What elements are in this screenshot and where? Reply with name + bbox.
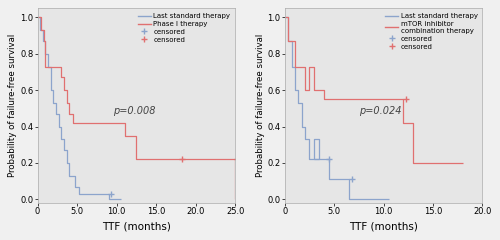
- Y-axis label: Probability of failure-free survival: Probability of failure-free survival: [256, 34, 264, 177]
- Legend: Last standard therapy, Phase I therapy, censored, censored: Last standard therapy, Phase I therapy, …: [136, 12, 232, 44]
- Text: p=0.024: p=0.024: [359, 106, 402, 116]
- Legend: Last standard therapy, mTOR inhibitor
combination therapy, censored, censored: Last standard therapy, mTOR inhibitor co…: [384, 12, 479, 51]
- Text: p=0.008: p=0.008: [112, 106, 155, 116]
- X-axis label: TTF (months): TTF (months): [349, 222, 418, 232]
- Y-axis label: Probability of failure-free survival: Probability of failure-free survival: [8, 34, 18, 177]
- X-axis label: TTF (months): TTF (months): [102, 222, 171, 232]
